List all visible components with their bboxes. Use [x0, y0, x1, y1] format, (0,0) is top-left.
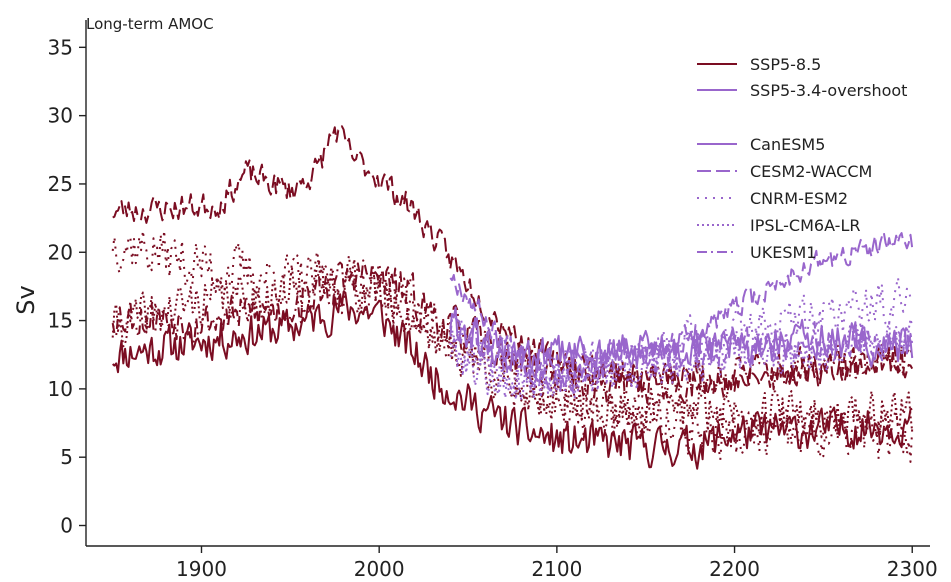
- legend-ipsl-cm6a-lr-label: IPSL-CM6A-LR: [750, 216, 860, 235]
- y-tick-label: 15: [48, 309, 73, 333]
- axes: 0 5 10 15 20 25 30 35 1900 2000 2100 2200 2300: [48, 20, 938, 581]
- legend-ssp5-3-4-overshoot-label: SSP5-3.4-overshoot: [750, 81, 907, 100]
- x-tick-label: 2000: [354, 557, 405, 581]
- x-tick-label: 2300: [887, 557, 938, 581]
- y-tick-label: 25: [48, 172, 73, 196]
- x-tick-label: 2200: [709, 557, 760, 581]
- y-axis-label: Sv: [12, 285, 40, 314]
- y-tick-label: 30: [48, 104, 73, 128]
- legend-cesm2-waccm-label: CESM2-WACCM: [750, 162, 872, 181]
- y-tick-label: 20: [48, 240, 73, 264]
- y-tick-label: 35: [48, 35, 73, 59]
- legend-ukesm1-label: UKESM1: [750, 243, 816, 262]
- chart-title: Long-term AMOC: [86, 15, 214, 33]
- legend-cnrm-esm2-label: CNRM-ESM2: [750, 189, 848, 208]
- legend-ssp5-8-5-label: SSP5-8.5: [750, 55, 821, 74]
- legend-canesm5-label: CanESM5: [750, 135, 825, 154]
- y-tick-label: 5: [60, 445, 73, 469]
- x-tick-label: 1900: [176, 557, 227, 581]
- x-tick-label: 2100: [531, 557, 582, 581]
- y-tick-label: 0: [60, 514, 73, 538]
- legend: SSP5-8.5 SSP5-3.4-overshoot CanESM5 CESM2-W…: [697, 55, 907, 262]
- y-tick-label: 10: [48, 377, 73, 401]
